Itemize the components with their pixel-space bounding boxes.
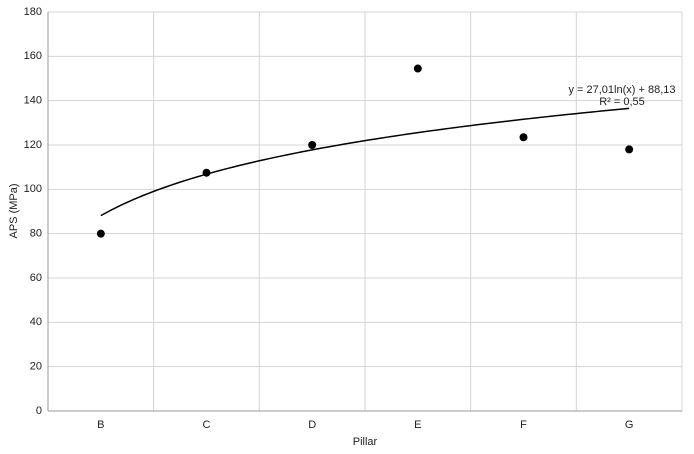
y-tick-label: 0 [36, 405, 42, 417]
x-axis-label: Pillar [353, 436, 378, 448]
data-point [519, 133, 528, 142]
y-axis-label: APS (MPa) [8, 183, 20, 238]
x-tick-label: F [520, 419, 527, 431]
y-tick-label: 20 [30, 361, 42, 373]
x-tick-label: B [97, 419, 104, 431]
x-tick-label: G [625, 419, 634, 431]
y-tick-label: 160 [24, 50, 42, 62]
data-point [625, 145, 634, 154]
trendline-r2: R² = 0,55 [599, 96, 645, 108]
data-point [308, 141, 317, 149]
data-point [413, 64, 422, 73]
y-tick-label: 120 [24, 139, 42, 151]
y-tick-label: 180 [24, 6, 42, 18]
trendline [100, 107, 630, 217]
trendline-equation: y = 27,01ln(x) + 88,13 [568, 84, 675, 96]
x-tick-label: D [308, 419, 316, 431]
y-tick-label: 40 [30, 316, 42, 328]
y-tick-label: 100 [24, 183, 42, 195]
x-tick-label: E [414, 419, 421, 431]
y-tick-label: 80 [30, 228, 42, 240]
y-tick-label: 140 [24, 95, 42, 107]
y-tick-label: 60 [30, 272, 42, 284]
data-point [96, 229, 105, 238]
x-tick-label: C [203, 419, 211, 431]
